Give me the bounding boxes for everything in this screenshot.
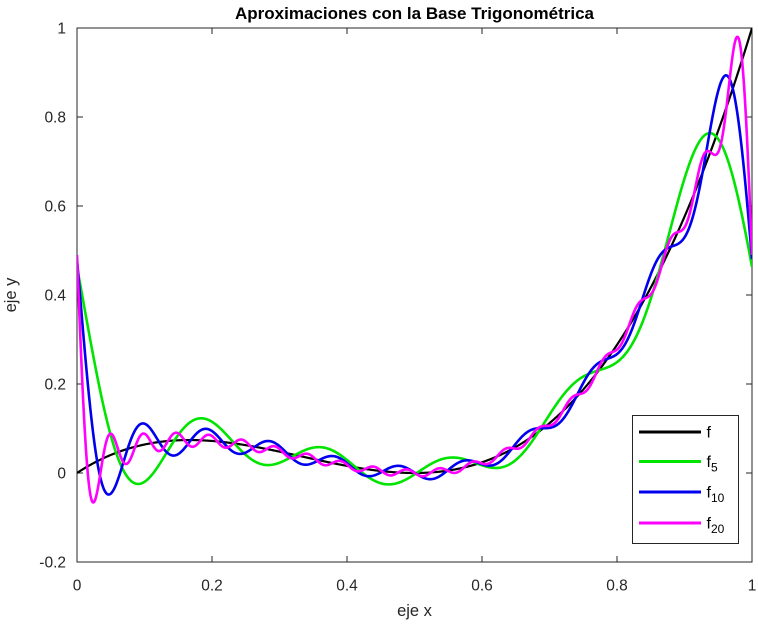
legend-entry-subscript: 10 — [711, 491, 725, 505]
legend-entry-subscript: 5 — [711, 461, 718, 475]
y-tick-label: 1 — [57, 21, 66, 38]
x-tick-label: 0 — [73, 578, 82, 595]
x-tick-label: 0.2 — [201, 578, 223, 595]
legend-entry-subscript: 20 — [711, 522, 725, 536]
y-tick-label: 0.4 — [44, 288, 66, 305]
curves-layer — [77, 28, 752, 504]
curve-f_5 — [77, 131, 752, 486]
x-tick-label: 0.8 — [606, 578, 628, 595]
y-axis-label: eje y — [2, 277, 20, 313]
x-tick-label: 0.6 — [471, 578, 493, 595]
curve-f — [77, 28, 752, 475]
y-tick-label: 0.8 — [44, 110, 66, 127]
legend-entry-label: f — [707, 425, 712, 442]
y-tick-label: 0 — [57, 466, 66, 483]
legend-entry-label: f5 — [707, 454, 718, 475]
curve-f_20 — [77, 35, 752, 504]
y-tick-label: 0.2 — [44, 377, 66, 394]
y-tick-label: -0.2 — [39, 555, 66, 572]
chart-title: Aproximaciones con la Base Trigonométric… — [235, 4, 595, 23]
x-tick-label: 1 — [748, 578, 757, 595]
tick-labels-layer: 0 0.2 0.4 0.6 0.8 1 -0.2 0 0.2 0.4 0.6 0.8 1 — [39, 21, 756, 595]
y-tick-label: 0.6 — [44, 199, 66, 216]
x-tick-label: 0.4 — [336, 578, 358, 595]
x-axis-label: eje x — [397, 602, 433, 620]
